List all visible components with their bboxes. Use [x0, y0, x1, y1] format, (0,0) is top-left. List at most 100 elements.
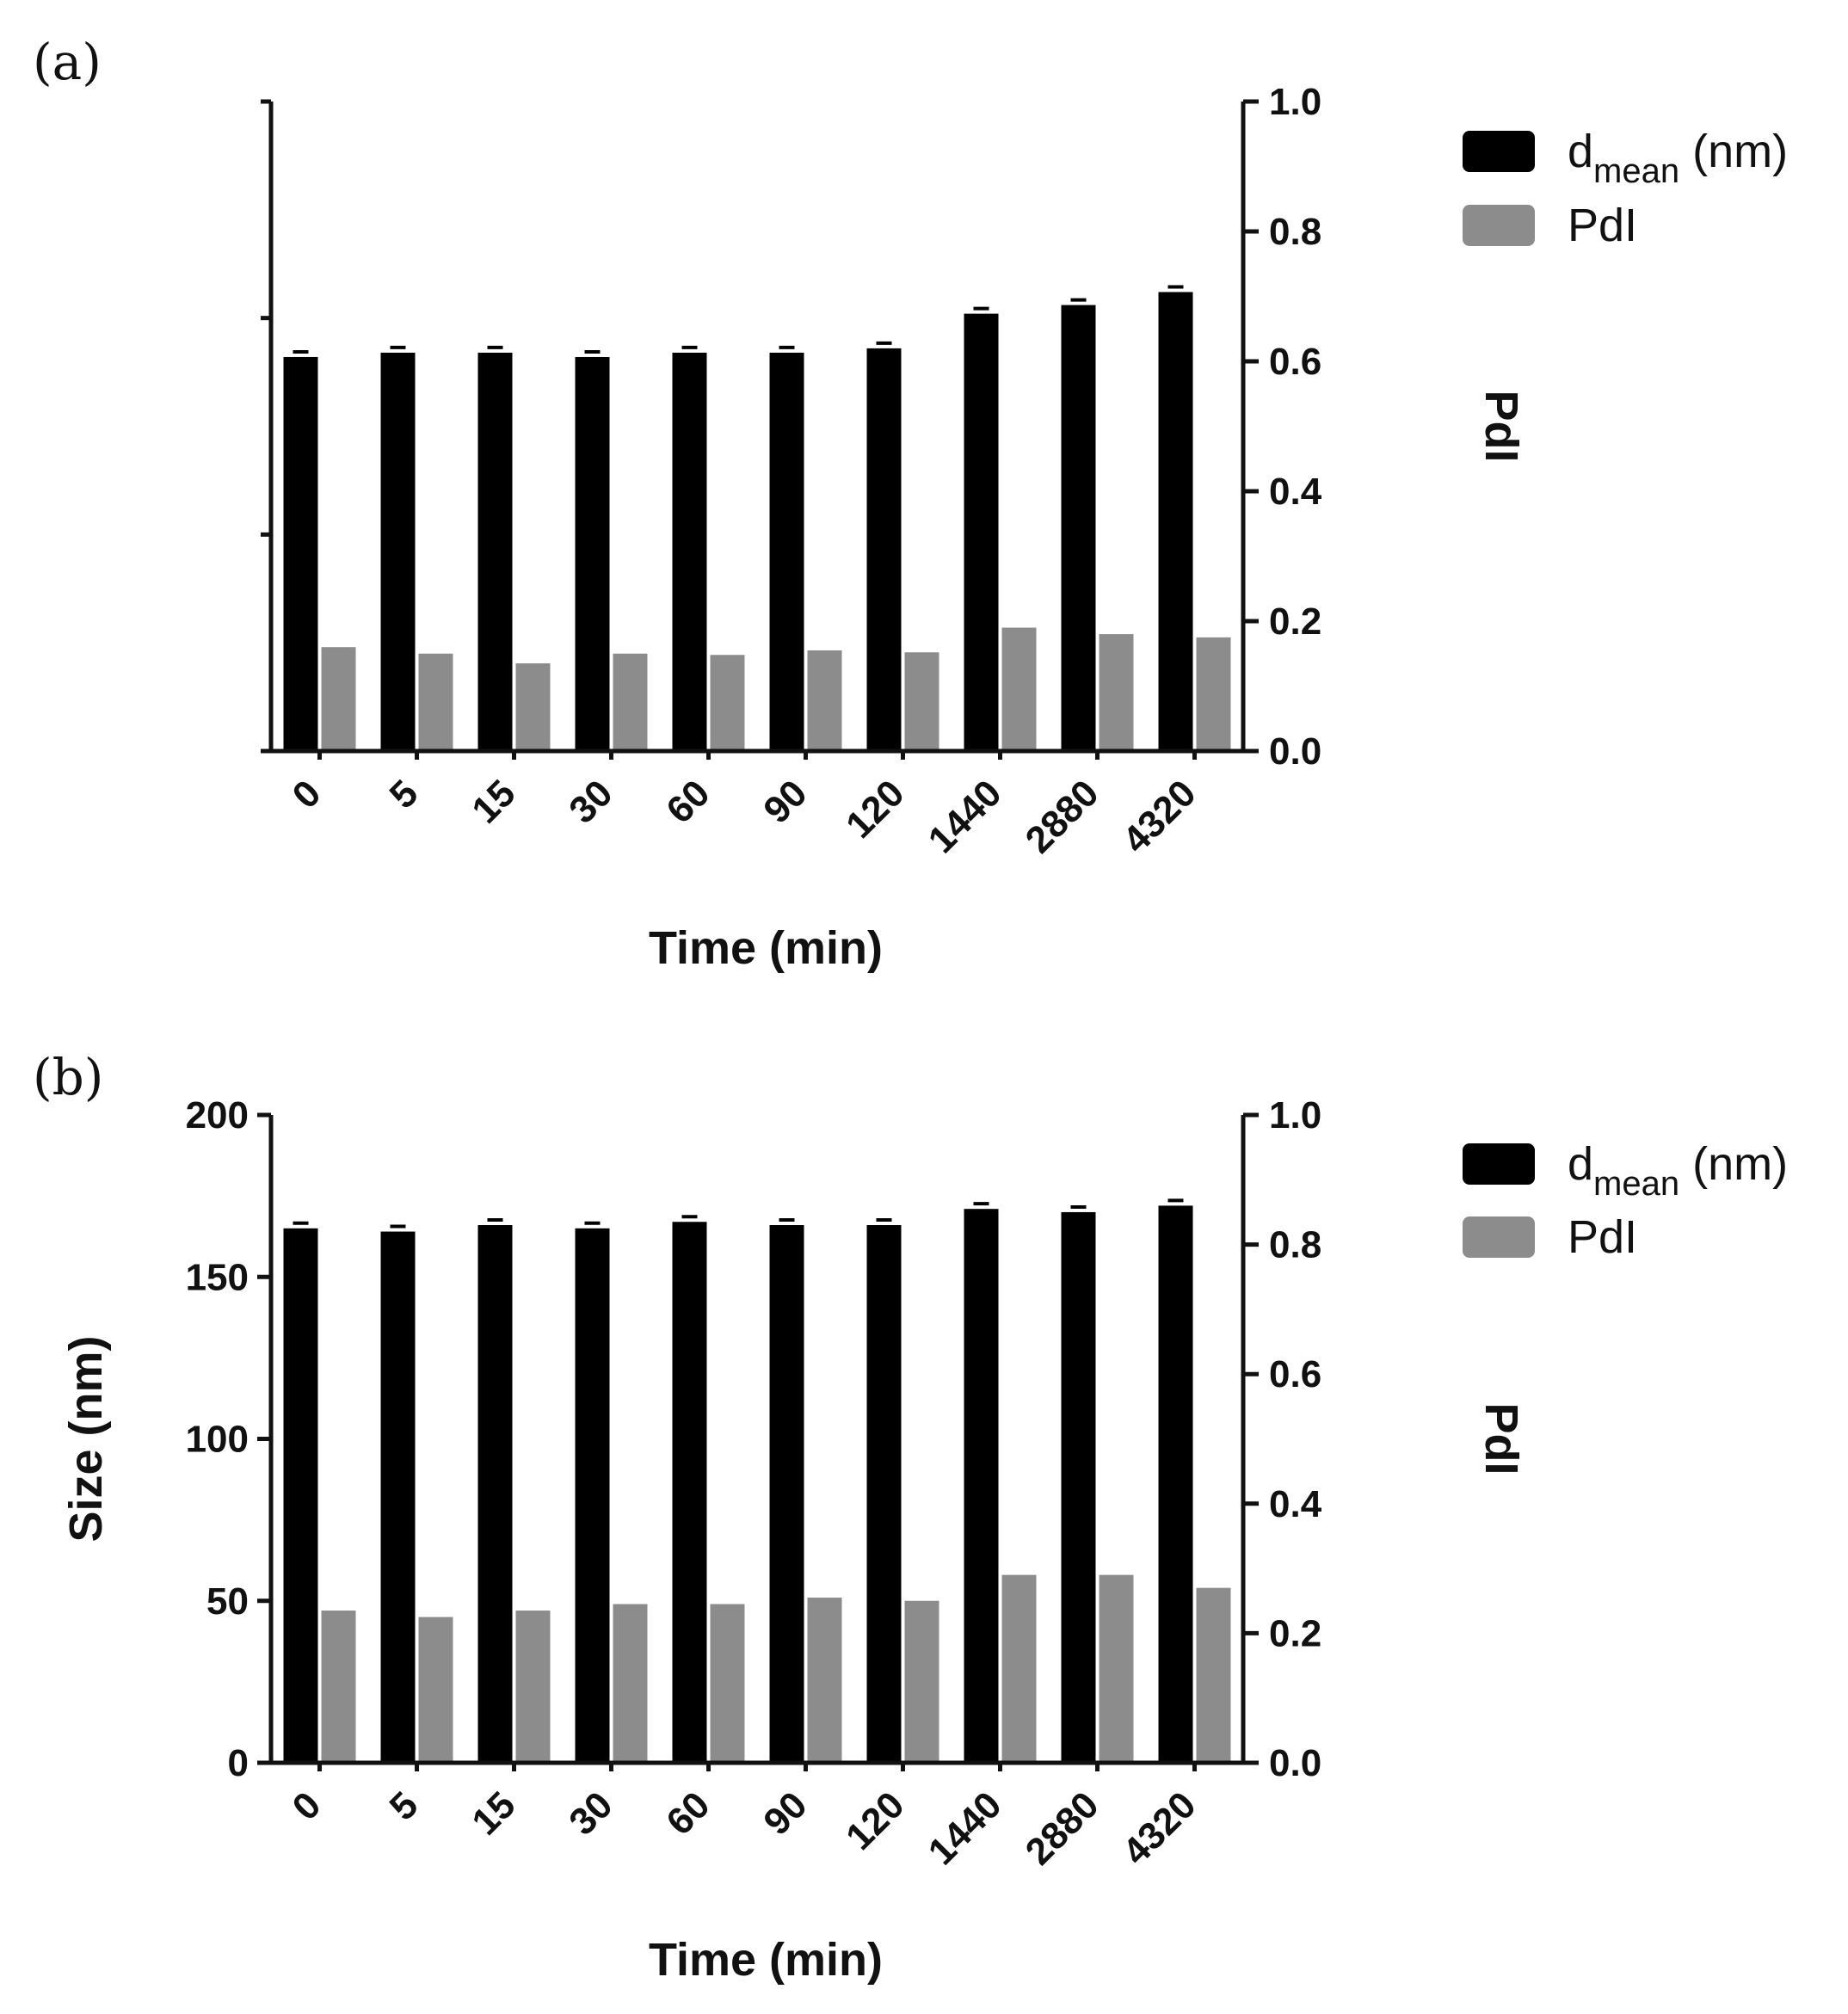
legend-label: PdI: [1568, 200, 1637, 251]
pdi-bar: [515, 663, 551, 751]
dmean-bar: [769, 1225, 804, 1763]
pdi-bar: [710, 1604, 745, 1763]
left-y-axis-title: Size (nm): [60, 1335, 112, 1542]
x-tick-label: 90: [755, 772, 815, 831]
legend-label: PdI: [1568, 1211, 1637, 1263]
dmean-bar: [1061, 305, 1096, 752]
pdi-bar: [321, 647, 356, 751]
legend-label-suffix: (nm): [1679, 126, 1788, 177]
pdi-bar: [904, 652, 939, 751]
chart-panel-b: (b) 0 5 15 30 60 90 120 1440 2880 4320 0 50 100 150 200…: [33, 1048, 1788, 1986]
right-y-axis-title: PdI: [1475, 1402, 1527, 1475]
right-y-axis-title: PdI: [1475, 390, 1527, 462]
x-tick-label: 4320: [1115, 772, 1204, 861]
pdi-bar: [1099, 634, 1134, 751]
x-tick-label: 15: [464, 772, 523, 831]
right-y-tick-label: 0.0: [1269, 730, 1321, 773]
legend-label: dmean (nm): [1568, 1138, 1788, 1203]
dmean-bar: [380, 352, 416, 751]
left-y-tick-label: 150: [186, 1256, 249, 1298]
chart-panel-a: (a) 0 5 15 30 60 90 120 1440 2880 4320 0.0 0.2 0.4 0.6…: [33, 33, 1788, 974]
x-tick-label: 90: [755, 1783, 815, 1843]
legend-label-main: PdI: [1568, 1211, 1637, 1263]
panel-label: (b): [33, 1048, 103, 1106]
right-y-tick-label: 0.2: [1269, 1612, 1321, 1654]
right-y-tick-label: 0.8: [1269, 211, 1321, 253]
right-y-tick-label: 0.4: [1269, 471, 1322, 513]
legend-label-subscript: mean: [1593, 1165, 1679, 1203]
dmean-bar: [672, 1222, 707, 1763]
pdi-bar: [418, 653, 453, 751]
pdi-bar: [807, 1597, 842, 1763]
dmean-bar: [866, 348, 902, 751]
left-y-tick-label: 100: [186, 1419, 249, 1461]
right-y-tick-label: 0.0: [1269, 1742, 1321, 1784]
pdi-bar: [1196, 637, 1231, 751]
x-tick-label: 120: [838, 1783, 913, 1858]
left-y-tick-label: 0: [228, 1742, 249, 1784]
panel-label: (a): [33, 33, 102, 91]
x-tick-label: 0: [285, 1783, 330, 1828]
dmean-bar: [575, 356, 610, 751]
legend-swatch: [1463, 1143, 1535, 1185]
x-tick-label: 1440: [921, 772, 1010, 861]
x-tick-label: 120: [838, 772, 913, 847]
legend-label-suffix: (nm): [1679, 1138, 1788, 1190]
dmean-bar: [769, 352, 804, 751]
dmean-bar: [964, 313, 999, 751]
x-tick-label: 5: [382, 772, 427, 816]
x-tick-label: 30: [561, 772, 620, 831]
x-axis-title: Time (min): [649, 1934, 883, 1986]
pdi-bar: [613, 1604, 648, 1763]
pdi-bar: [807, 650, 842, 751]
legend-swatch: [1463, 131, 1535, 172]
dmean-bar: [964, 1209, 999, 1763]
pdi-bar: [710, 655, 745, 751]
legend: dmean (nm) PdI: [1463, 126, 1788, 251]
x-axis-title: Time (min): [649, 922, 883, 974]
pdi-bar: [321, 1611, 356, 1763]
right-y-tick-label: 0.2: [1269, 601, 1321, 643]
x-tick-label: 15: [464, 1783, 523, 1843]
x-tick-label: 2880: [1018, 772, 1107, 861]
legend-swatch: [1463, 205, 1535, 246]
dmean-bar: [283, 356, 318, 751]
dmean-bar: [575, 1228, 610, 1763]
x-tick-label: 0: [285, 772, 330, 816]
x-tick-label: 5: [382, 1783, 427, 1828]
x-tick-label: 30: [561, 1783, 620, 1843]
pdi-bar: [1001, 627, 1037, 751]
legend-label-main: d: [1568, 126, 1593, 177]
dmean-bar: [1158, 1205, 1193, 1763]
pdi-bar: [418, 1617, 453, 1763]
dmean-bar: [380, 1231, 416, 1763]
right-y-tick-label: 0.4: [1269, 1483, 1322, 1525]
legend-label-subscript: mean: [1593, 152, 1679, 190]
right-y-tick-label: 1.0: [1269, 1094, 1321, 1136]
left-y-tick-label: 200: [186, 1094, 249, 1136]
right-y-tick-label: 1.0: [1269, 81, 1321, 123]
pdi-bar: [1001, 1574, 1037, 1763]
dmean-bar: [283, 1228, 318, 1763]
legend-label-main: PdI: [1568, 200, 1637, 251]
dmean-bar: [672, 352, 707, 751]
pdi-bar: [613, 653, 648, 751]
right-y-tick-label: 0.6: [1269, 1353, 1321, 1395]
dmean-bar: [477, 352, 513, 751]
left-y-tick-label: 50: [206, 1580, 249, 1623]
legend-label-main: d: [1568, 1138, 1593, 1190]
pdi-bar: [904, 1600, 939, 1763]
x-tick-label: 60: [658, 772, 718, 831]
dmean-bar: [1061, 1211, 1096, 1763]
dmean-bar: [1158, 292, 1193, 751]
pdi-bar: [515, 1611, 551, 1763]
x-tick-label: 2880: [1018, 1783, 1107, 1873]
legend-swatch: [1463, 1216, 1535, 1258]
dmean-bar: [866, 1225, 902, 1763]
legend-label: dmean (nm): [1568, 126, 1788, 190]
dmean-bar: [477, 1225, 513, 1763]
legend: dmean (nm) PdI: [1463, 1138, 1788, 1263]
x-tick-label: 60: [658, 1783, 718, 1843]
right-y-tick-label: 0.8: [1269, 1224, 1321, 1266]
